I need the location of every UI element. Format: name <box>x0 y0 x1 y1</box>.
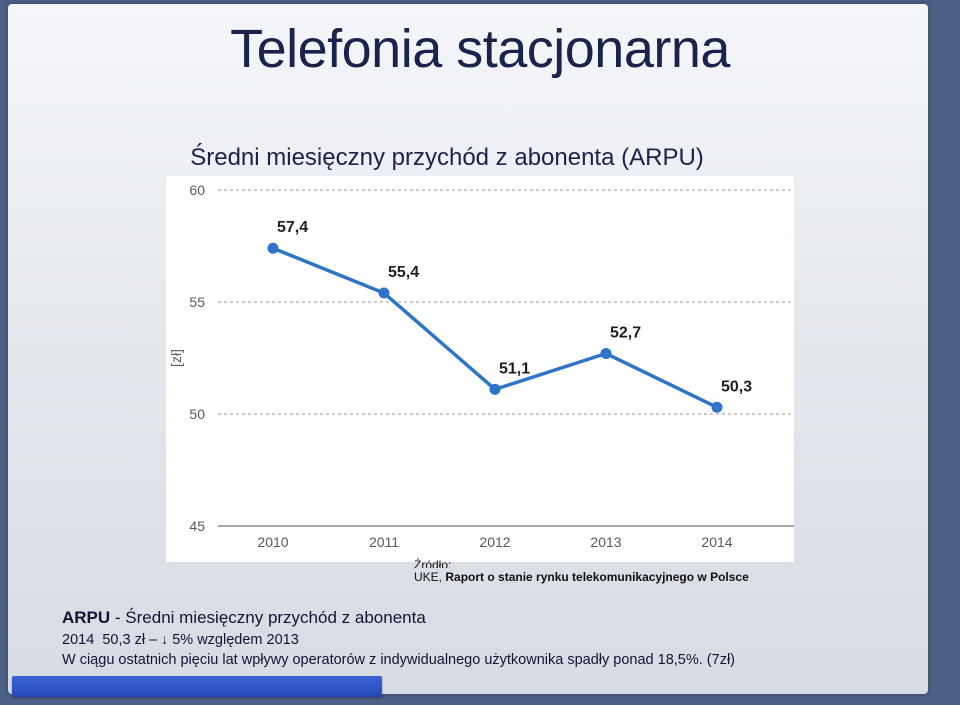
y-tick-label-45: 45 <box>189 518 205 534</box>
y-tick-label-60: 60 <box>189 182 205 198</box>
x-tick-label-2013: 2013 <box>590 534 621 550</box>
note-2014-change: 2014 50,3 zł – ↓ 5% względem 2013 <box>62 629 735 650</box>
chart-panel: 45 50 55 60 [zł] 2010 2011 2012 2013 2014 57,4 55,4… <box>166 176 794 562</box>
data-point-2010 <box>267 242 279 254</box>
arpu-term: ARPU <box>62 608 111 627</box>
source-publisher: UKE, <box>414 570 443 584</box>
data-point-2011 <box>378 287 390 299</box>
slide-title: Telefonia stacjonarna <box>230 19 730 79</box>
data-label-2011: 55,4 <box>388 264 419 281</box>
data-label-2014: 50,3 <box>721 378 752 395</box>
y-tick-label-50: 50 <box>189 406 205 422</box>
arpu-definition: ARPU - Średni miesięczny przychód z abon… <box>62 607 735 629</box>
down-arrow-icon: ↓ <box>161 631 169 647</box>
y-tick-label-55: 55 <box>189 294 205 310</box>
series-line <box>271 246 719 410</box>
source-report: Raport o stanie rynku telekomunikacyjneg… <box>445 570 749 584</box>
data-label-2010: 57,4 <box>277 219 308 236</box>
y-axis-label: [zł] <box>168 349 184 367</box>
x-tick-label-2012: 2012 <box>479 534 510 550</box>
data-point-2012 <box>489 383 501 395</box>
data-label-2013: 52,7 <box>610 325 641 342</box>
x-tick-label-2010: 2010 <box>257 534 288 550</box>
data-point-2013 <box>600 348 612 360</box>
arpu-line-chart: 45 50 55 60 [zł] 2010 2011 2012 2013 2014 57,4 55,4… <box>168 182 794 550</box>
note-five-year-trend: W ciągu ostatnich pięciu lat wpływy oper… <box>62 652 735 668</box>
note-year: 2014 <box>62 632 95 648</box>
footer-accent-bar <box>12 676 382 697</box>
arpu-definition-text: - Średni miesięczny przychód z abonenta <box>110 608 426 627</box>
notes-block: ARPU - Średni miesięczny przychód z abon… <box>62 607 735 670</box>
data-point-2014 <box>711 401 723 413</box>
note-change: 5% względem 2013 <box>172 632 299 648</box>
x-tick-label-2011: 2011 <box>369 534 399 550</box>
chart-heading: Średni miesięczny przychód z abonenta (A… <box>190 144 704 171</box>
note-value: 50,3 zł – <box>102 632 158 648</box>
source-citation: UKE, Raport o stanie rynku telekomunikac… <box>414 570 749 584</box>
data-label-2012: 51,1 <box>499 360 530 377</box>
x-tick-label-2014: 2014 <box>701 534 732 550</box>
source-prefix: Źródło: <box>414 558 452 568</box>
